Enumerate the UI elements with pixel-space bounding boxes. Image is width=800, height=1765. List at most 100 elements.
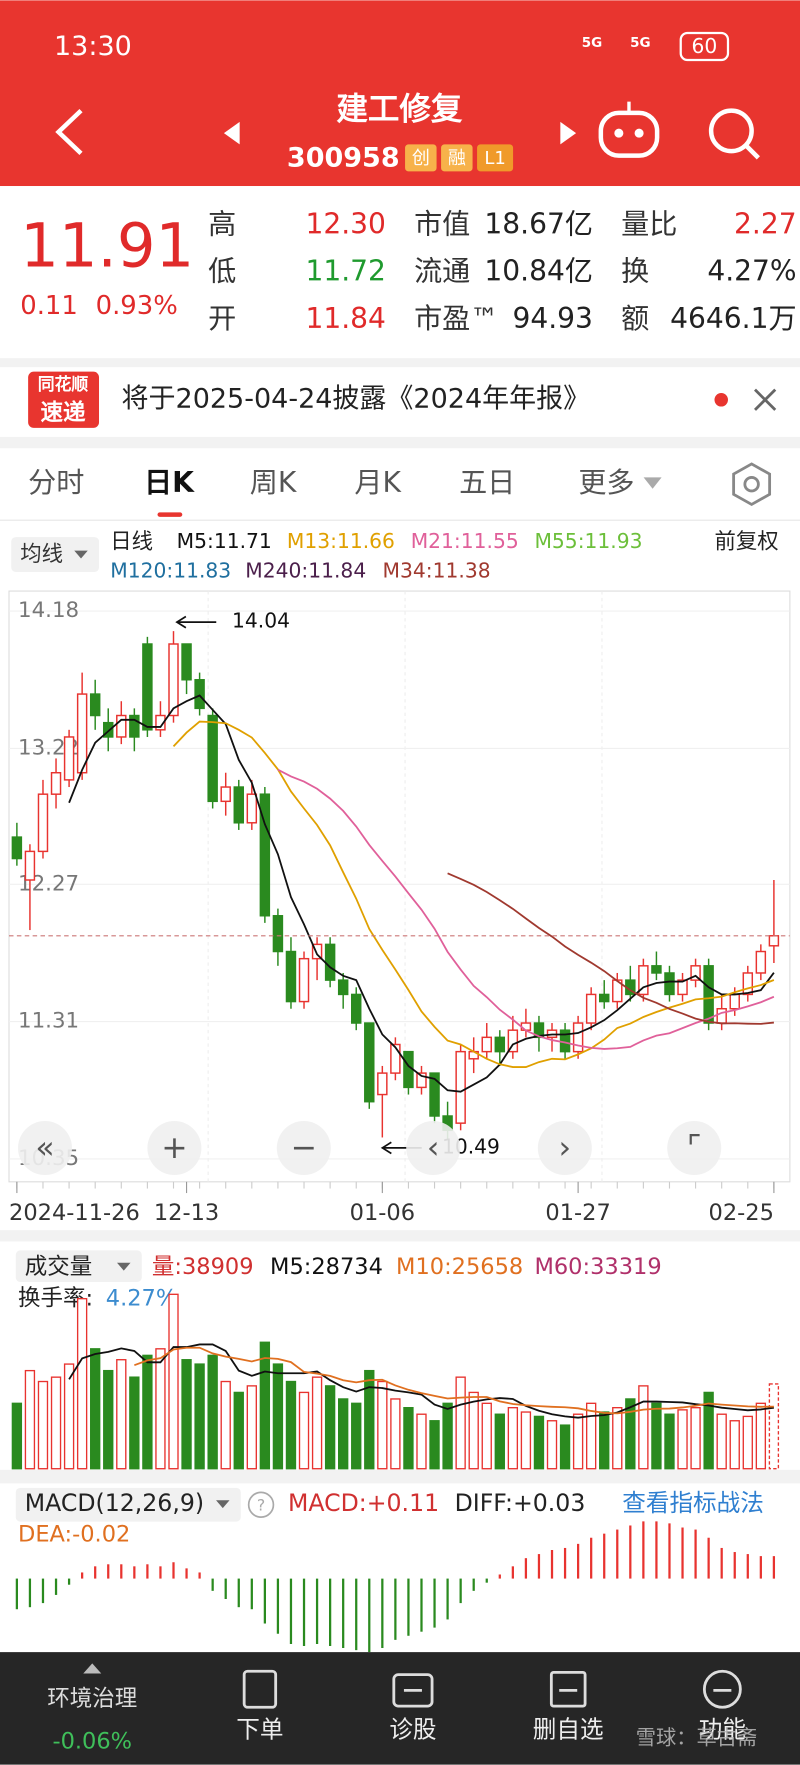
- volume-bar: [651, 1402, 662, 1470]
- candle-body: [690, 965, 701, 981]
- date-label: 2024-11-26: [9, 1200, 140, 1226]
- candle-body: [429, 1072, 440, 1117]
- candle-body: [285, 950, 297, 1003]
- candle-body: [507, 1029, 519, 1053]
- volume-bar: [664, 1413, 675, 1470]
- control-icon: +: [161, 1130, 187, 1166]
- candle-body: [194, 679, 205, 710]
- network: 5G: [630, 35, 650, 51]
- prev-stock[interactable]: [223, 121, 240, 145]
- volume-box[interactable]: [15, 1250, 142, 1282]
- adjust[interactable]: 前复权: [714, 530, 778, 555]
- volume-bar: [37, 1380, 49, 1470]
- volume-bar: [63, 1363, 75, 1470]
- macd-box[interactable]: [15, 1487, 241, 1522]
- volume-bar: [168, 1293, 179, 1470]
- chart-control[interactable]: [667, 1121, 722, 1176]
- candle-body: [350, 993, 362, 1024]
- price: 11.91: [20, 212, 194, 282]
- turnover: 4.27%: [106, 1285, 177, 1311]
- ma-line: [68, 694, 775, 1093]
- back-button[interactable]: [55, 108, 83, 156]
- nav-label[interactable]: 功能: [699, 1715, 746, 1743]
- chart-control[interactable]: [147, 1121, 202, 1176]
- nav-icon: [549, 1670, 587, 1708]
- volume-bar: [429, 1420, 440, 1470]
- chart-control[interactable]: [18, 1121, 73, 1176]
- field-label: 额: [621, 302, 649, 335]
- arrow-head: [175, 615, 187, 629]
- change-pct: 0.93%: [96, 291, 178, 321]
- nav-label[interactable]: 下单: [236, 1715, 283, 1743]
- volume-bar: [364, 1369, 375, 1470]
- candle-body: [89, 693, 101, 717]
- chart-control[interactable]: [406, 1121, 461, 1176]
- close-notice[interactable]: [753, 388, 777, 411]
- volume-bar: [116, 1359, 127, 1470]
- volume-bar: [755, 1402, 767, 1470]
- logo-bottom: 速递: [41, 399, 87, 426]
- divider: [0, 436, 800, 449]
- volume-bar: [259, 1341, 271, 1470]
- diff-value: DIFF:+0.03: [455, 1489, 586, 1517]
- tab[interactable]: 分时: [28, 466, 84, 499]
- logo-top: 同花顺: [38, 374, 89, 394]
- chart-control[interactable]: [276, 1121, 331, 1176]
- search-icon[interactable]: [708, 108, 760, 160]
- candle-body: [598, 993, 610, 1003]
- tab[interactable]: 更多: [578, 466, 634, 499]
- volume-bar: [129, 1376, 140, 1470]
- volume-bar: [585, 1402, 597, 1470]
- field-value: 2.27: [734, 207, 797, 240]
- nav-label[interactable]: 诊股: [389, 1715, 436, 1743]
- candle-body: [155, 714, 166, 731]
- volume-bar: [103, 1369, 114, 1470]
- volume-bar: [546, 1420, 558, 1470]
- volume-bar: [572, 1413, 584, 1470]
- tab[interactable]: 五日: [459, 466, 515, 499]
- help-icon[interactable]: [247, 1491, 275, 1518]
- candle-body: [207, 714, 218, 803]
- candle-body: [768, 935, 780, 947]
- volume-bar: [416, 1413, 427, 1470]
- nav-label[interactable]: 删自选: [533, 1715, 604, 1743]
- candle-body: [638, 965, 649, 996]
- volume-bar: [494, 1413, 505, 1470]
- volume-bar: [559, 1424, 571, 1470]
- tag-box: [405, 144, 437, 172]
- next-stock[interactable]: [560, 121, 577, 145]
- stock-code: 300958: [287, 143, 400, 174]
- ma-label: M21:11.55: [411, 529, 519, 553]
- date-label: 01-06: [350, 1200, 415, 1226]
- candle-body: [116, 714, 127, 738]
- volume-bar: [351, 1402, 362, 1470]
- sector[interactable]: 环境治理: [47, 1686, 137, 1712]
- tab[interactable]: 周K: [250, 466, 298, 499]
- control-icon: ⌜: [687, 1130, 702, 1166]
- candle-body: [142, 643, 153, 731]
- settings-icon[interactable]: [732, 462, 772, 507]
- date-label: 02-25: [709, 1200, 774, 1226]
- notice-text[interactable]: 将于2025-04-24披露《2024年年报》: [122, 383, 591, 414]
- robot-icon[interactable]: [598, 101, 660, 158]
- candle-body: [181, 643, 192, 681]
- chart-control[interactable]: [537, 1121, 592, 1176]
- candle-body: [103, 721, 114, 738]
- volume-bar: [11, 1402, 23, 1470]
- candle-body: [298, 957, 310, 1003]
- tab[interactable]: 日K: [144, 466, 195, 499]
- volume-bar: [194, 1363, 205, 1470]
- volume-bar: [50, 1376, 62, 1470]
- candle-body: [533, 1022, 545, 1039]
- volume-bar: [390, 1398, 401, 1470]
- ma-mode-box[interactable]: [11, 537, 100, 572]
- date-label: 12-13: [154, 1200, 219, 1226]
- macd-title: MACD(12,26,9): [25, 1489, 204, 1517]
- volume-bar: [338, 1398, 349, 1470]
- candle-body: [76, 693, 88, 774]
- tab[interactable]: 月K: [354, 466, 402, 499]
- field-value: 10.84亿: [484, 255, 593, 288]
- divider: [0, 1469, 800, 1484]
- indicator-link[interactable]: 查看指标战法: [622, 1489, 764, 1517]
- dropdown-arrow: [643, 477, 662, 489]
